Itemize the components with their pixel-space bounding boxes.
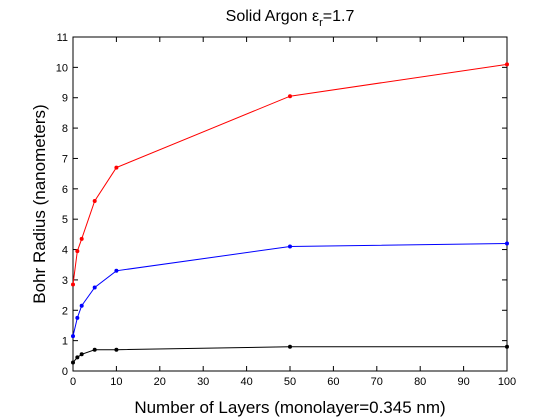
data-point [71, 360, 75, 365]
x-tick-label: 80 [414, 376, 426, 388]
data-point [92, 347, 97, 352]
y-tick-label: 3 [62, 275, 68, 287]
y-tick-label: 6 [62, 184, 68, 196]
data-point [71, 334, 75, 339]
chart-title-subscript: r [319, 17, 323, 29]
plot-area [72, 36, 508, 372]
y-tick-label: 11 [57, 32, 68, 44]
data-point [79, 352, 84, 357]
chart-title-prefix: Solid Argon [226, 8, 312, 25]
y-tick-label: 2 [62, 305, 68, 317]
y-tick-label: 10 [56, 62, 68, 74]
x-tick-label: 30 [197, 376, 209, 388]
y-tick-label: 0 [62, 366, 68, 378]
data-point [92, 285, 97, 290]
x-tick-label: 40 [240, 376, 252, 388]
series-markers [71, 62, 509, 365]
data-point [75, 315, 80, 320]
data-point [288, 94, 292, 99]
y-tick-label: 9 [62, 93, 68, 105]
data-point [114, 165, 119, 170]
data-point [288, 244, 292, 249]
data-point [114, 347, 119, 352]
y-tick-label: 5 [62, 214, 68, 226]
data-point [114, 268, 119, 273]
x-tick-label: 100 [498, 376, 516, 388]
data-point [288, 344, 292, 349]
data-point [505, 241, 509, 246]
x-tick-label: 0 [70, 376, 76, 388]
data-point [75, 355, 80, 360]
x-tick-label: 50 [284, 376, 296, 388]
x-tick-label: 90 [457, 376, 469, 388]
y-tick-label: 8 [62, 123, 68, 135]
y-tick-label: 1 [62, 336, 68, 348]
y-tick-label: 4 [62, 245, 68, 257]
x-axis-label: Number of Layers (monolayer=0.345 nm) [134, 398, 445, 417]
data-point [71, 282, 75, 287]
x-tick-label: 70 [371, 376, 383, 388]
x-tick-label: 10 [110, 376, 122, 388]
data-point [92, 198, 97, 203]
data-point [79, 303, 84, 308]
chart-title-suffix: =1.7 [323, 8, 355, 25]
data-point [75, 249, 80, 254]
x-tick-label: 60 [327, 376, 339, 388]
data-point [505, 344, 509, 349]
data-point [79, 236, 84, 241]
x-tick-label: 20 [154, 376, 166, 388]
chart-title: Solid Argon εr=1.7 [226, 8, 355, 29]
data-point [505, 62, 509, 67]
chart-title-epsilon: ε [312, 8, 319, 25]
y-tick-label: 7 [62, 153, 68, 165]
axis-tick-labels: 0 10 20 30 40 50 60 70 80 90 100 0 1 2 3 4 5 6 7 8 9 10 11 [56, 32, 516, 388]
y-axis-label: Bohr Radius (nanometers) [30, 104, 49, 303]
